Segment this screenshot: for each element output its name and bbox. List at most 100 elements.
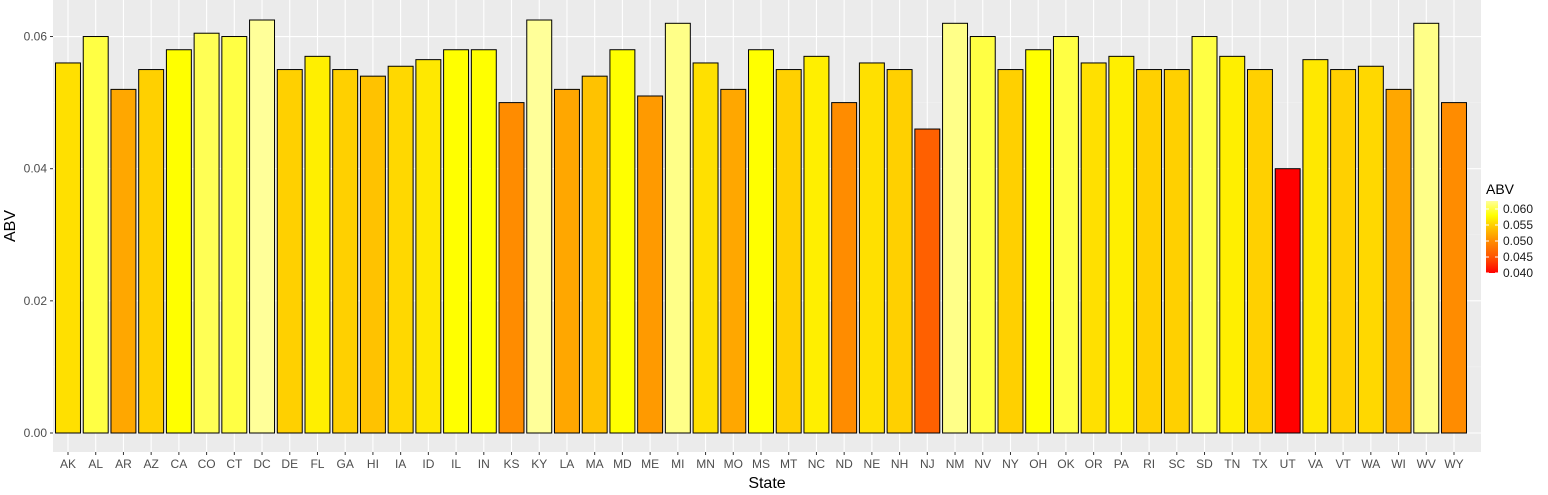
bar-nc — [803, 55, 830, 434]
x-tick-label: MD — [613, 457, 632, 471]
x-tick-label: MT — [780, 457, 798, 471]
legend-label: 0.060 — [1503, 202, 1533, 216]
x-tick-label: OK — [1057, 457, 1074, 471]
bar-wa — [1357, 65, 1384, 434]
bar-co — [193, 32, 220, 434]
bar-nm — [942, 22, 969, 434]
bar-ri — [1136, 69, 1163, 434]
bar-dc — [249, 19, 276, 434]
x-tick-label: NJ — [920, 457, 935, 471]
bar-il — [443, 49, 470, 434]
x-tick-label: AL — [88, 457, 103, 471]
bar-md — [609, 49, 636, 434]
bar-nv — [969, 36, 996, 434]
x-tick-label: CT — [226, 457, 243, 471]
x-tick-label: TX — [1252, 457, 1267, 471]
bar-ms — [748, 49, 774, 434]
x-axis: AK AL AR AZ CA CO CT DC DE FL GA HI IA ID IL IN KS KY LA MA… — [60, 452, 1464, 471]
bar-wv — [1413, 22, 1440, 434]
x-tick-label: IN — [478, 457, 490, 471]
bar-sd — [1191, 36, 1218, 434]
bar-ct — [221, 36, 248, 434]
bar-az — [138, 69, 165, 434]
x-tick-label: GA — [337, 457, 354, 471]
x-tick-label: ME — [641, 457, 659, 471]
bar-wi — [1385, 88, 1412, 434]
x-tick-label: SC — [1168, 457, 1185, 471]
y-tick-label: 0.04 — [24, 162, 48, 176]
x-tick-label: DC — [253, 457, 271, 471]
x-tick-label: CO — [198, 457, 216, 471]
bar-vt — [1330, 69, 1357, 434]
x-tick-label: LA — [560, 457, 575, 471]
bar-fl — [304, 55, 331, 434]
legend-title: ABV — [1486, 181, 1515, 197]
x-tick-label: TN — [1224, 457, 1240, 471]
x-tick-label: IA — [395, 457, 406, 471]
x-tick-label: MA — [586, 457, 604, 471]
bar-id — [415, 59, 442, 434]
bar-al — [82, 36, 109, 434]
x-tick-label: WV — [1417, 457, 1436, 471]
x-tick-label: ID — [422, 457, 434, 471]
bar-ar — [110, 88, 137, 434]
x-tick-label: OR — [1085, 457, 1103, 471]
x-tick-label: KS — [504, 457, 520, 471]
legend: ABV 0.060 0.055 0.050 0.045 0.040 — [1486, 181, 1533, 280]
bar-va — [1302, 59, 1329, 434]
bar-sc — [1163, 69, 1190, 434]
bar-ak — [55, 62, 81, 434]
x-tick-label: PA — [1114, 457, 1129, 471]
bar-pa — [1108, 55, 1135, 434]
bar-mi — [664, 22, 691, 434]
y-axis-title: ABV — [2, 210, 19, 242]
y-tick-label: 0.02 — [24, 294, 48, 308]
bar-nd — [831, 102, 858, 434]
bar-ca — [165, 49, 192, 434]
bar-mn — [692, 62, 719, 434]
x-tick-label: MI — [671, 457, 684, 471]
legend-ticks: 0.060 0.055 0.050 0.045 0.040 — [1486, 202, 1533, 280]
x-tick-label: UT — [1280, 457, 1297, 471]
x-tick-label: CA — [171, 457, 188, 471]
x-tick-label: NV — [974, 457, 991, 471]
bar-la — [553, 88, 580, 434]
x-tick-label: NH — [891, 457, 908, 471]
x-tick-label: NE — [864, 457, 881, 471]
x-tick-label: AZ — [143, 457, 158, 471]
legend-label: 0.055 — [1503, 218, 1533, 232]
bar-ia — [387, 65, 414, 434]
x-tick-label: IL — [451, 457, 461, 471]
bar-ky — [526, 19, 553, 434]
x-tick-label: SD — [1196, 457, 1213, 471]
bar-or — [1080, 62, 1107, 434]
x-tick-label: DE — [281, 457, 298, 471]
y-axis: 0.00 0.02 0.04 0.06 — [24, 30, 53, 440]
bar-ks — [498, 102, 525, 434]
legend-label: 0.045 — [1503, 250, 1533, 264]
bar-nj — [914, 128, 941, 434]
bar-ma — [581, 75, 608, 434]
bar-ny — [997, 69, 1024, 434]
x-tick-label: WA — [1361, 457, 1380, 471]
bar-ok — [1052, 36, 1079, 434]
x-tick-label: WI — [1391, 457, 1406, 471]
x-tick-label: HI — [367, 457, 379, 471]
bar-me — [637, 95, 664, 434]
bar-mt — [775, 69, 802, 434]
bar-wy — [1441, 102, 1467, 434]
bars — [55, 19, 1467, 434]
y-tick-label: 0.00 — [24, 426, 48, 440]
bar-ut — [1274, 168, 1301, 434]
x-tick-label: MN — [696, 457, 715, 471]
x-tick-label: OH — [1029, 457, 1047, 471]
x-tick-label: MS — [752, 457, 770, 471]
bar-nh — [886, 69, 913, 434]
bar-ga — [332, 69, 359, 434]
x-tick-label: NY — [1002, 457, 1019, 471]
x-tick-label: VT — [1335, 457, 1351, 471]
x-tick-label: RI — [1143, 457, 1155, 471]
bar-in — [470, 49, 497, 434]
x-tick-label: AR — [115, 457, 132, 471]
